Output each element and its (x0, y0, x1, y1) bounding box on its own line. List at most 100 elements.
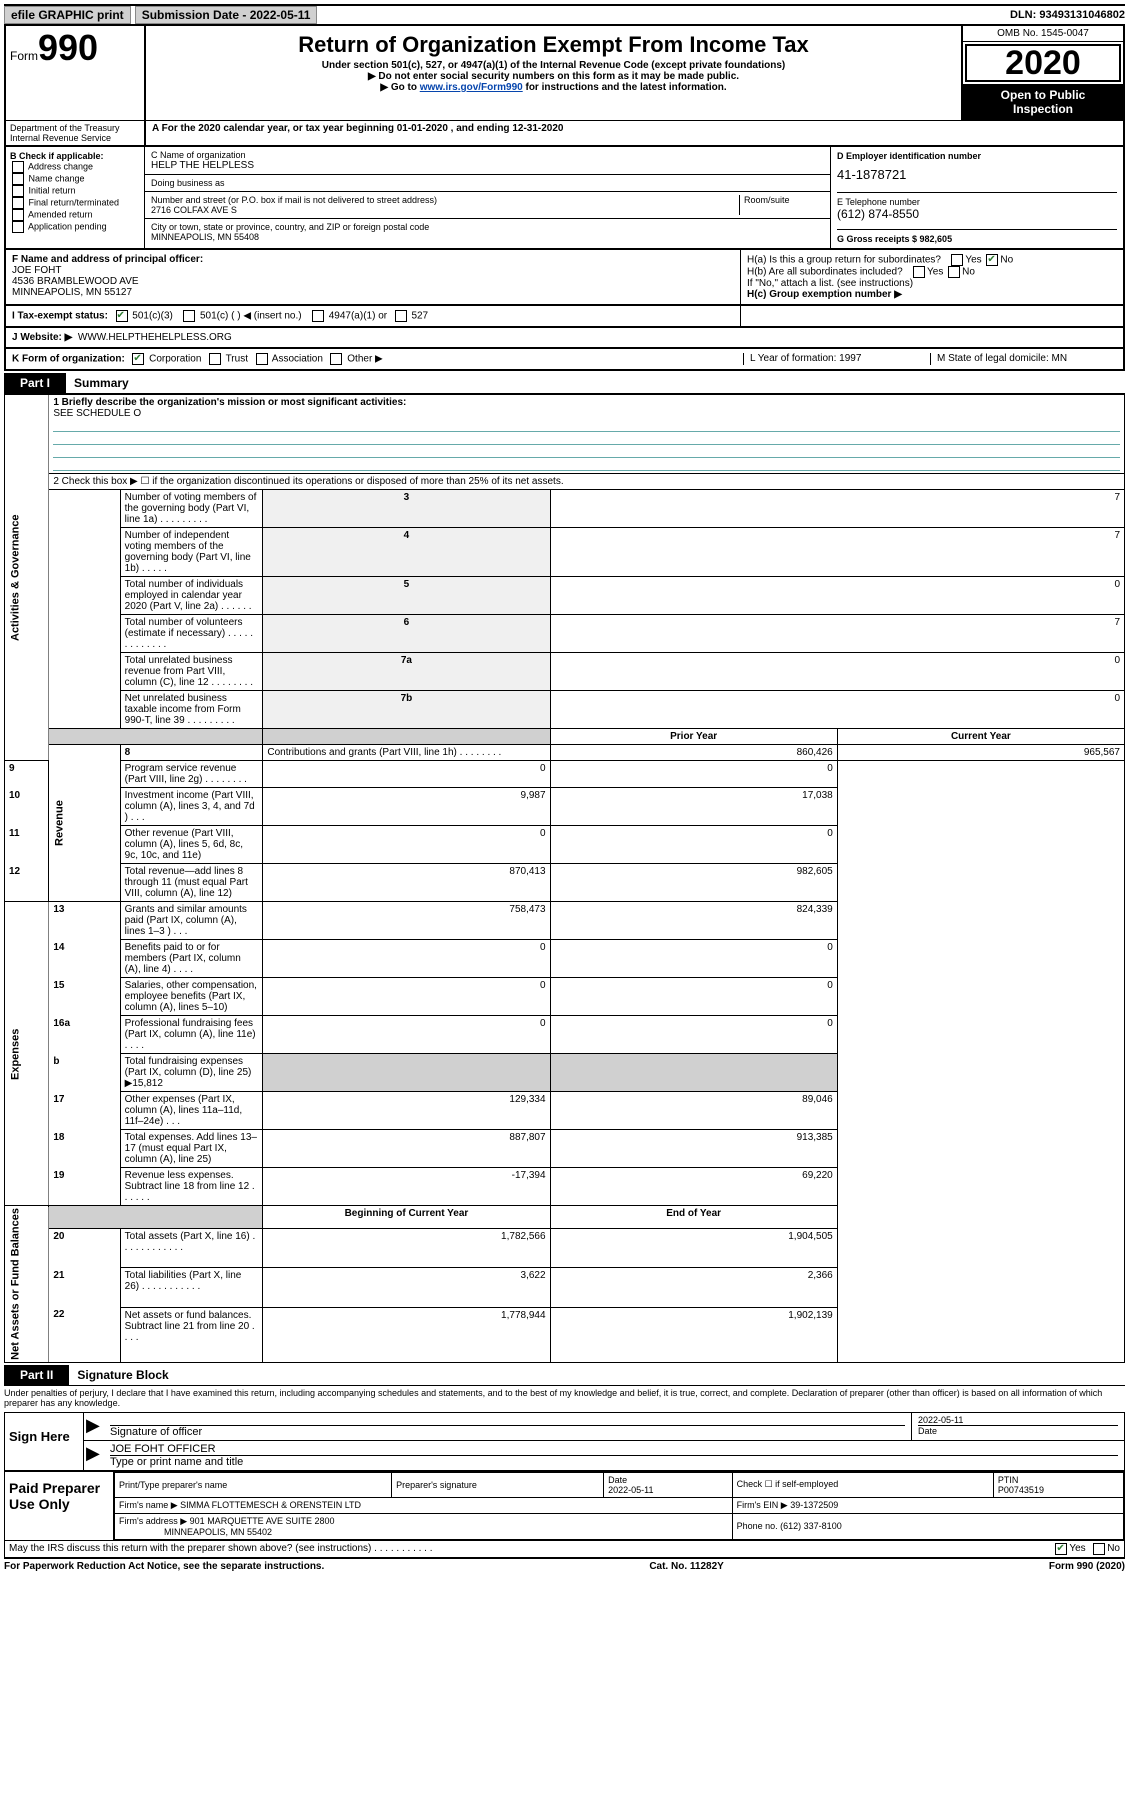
prep-h-ptin: PTIN (998, 1475, 1019, 1485)
row-11-c: 0 (550, 826, 837, 864)
row-14-c: 0 (550, 940, 837, 978)
opt-initial-return: Initial return (29, 185, 76, 195)
addr-cell: Number and street (or P.O. box if mail i… (145, 192, 830, 219)
entity-block: B Check if applicable: Address change Na… (4, 147, 1125, 250)
dba-cell: Doing business as (145, 175, 830, 192)
prep-label: Paid Preparer Use Only (5, 1472, 114, 1540)
cb-name-change[interactable] (12, 173, 24, 185)
irs-label: Internal Revenue Service (10, 133, 140, 143)
discuss-no[interactable] (1093, 1543, 1105, 1555)
row-20-desc: Total assets (Part X, line 16) . . . . .… (120, 1229, 263, 1268)
omb-label: OMB No. 1545-0047 (963, 26, 1123, 42)
cb-address-change[interactable] (12, 161, 24, 173)
addr-label: Number and street (or P.O. box if mail i… (151, 195, 437, 205)
hc-label: H(c) Group exemption number ▶ (747, 289, 902, 300)
row-21-desc: Total liabilities (Part X, line 26) . . … (120, 1268, 263, 1307)
header-prior-curr: Prior YearCurrent Year (5, 729, 1125, 745)
col-prior: Prior Year (550, 729, 837, 745)
firm-name: SIMMA FLOTTEMESCH & ORENSTEIN LTD (180, 1500, 361, 1510)
row-7a-desc: Total unrelated business revenue from Pa… (120, 653, 263, 691)
discuss-yes[interactable] (1055, 1543, 1067, 1555)
row-22-desc: Net assets or fund balances. Subtract li… (120, 1307, 263, 1362)
section-c: C Name of organization HELP THE HELPLESS… (145, 147, 831, 248)
row-16a-desc: Professional fundraising fees (Part IX, … (120, 1016, 263, 1054)
cb-527[interactable] (395, 310, 407, 322)
prep-h-date: Date (608, 1475, 627, 1485)
a-tax-year-line: A For the 2020 calendar year, or tax yea… (146, 121, 1123, 145)
cb-assoc[interactable] (256, 353, 268, 365)
footer: For Paperwork Reduction Act Notice, see … (4, 1558, 1125, 1574)
cb-501c[interactable] (183, 310, 195, 322)
open-public-badge: Open to Public Inspection (963, 84, 1123, 120)
part1-title: Summary (66, 373, 1125, 394)
row-12-c: 982,605 (550, 864, 837, 902)
efile-btn[interactable]: efile GRAPHIC print (4, 6, 131, 24)
row-6: Total number of volunteers (estimate if … (5, 615, 1125, 653)
row-18-p: 887,807 (263, 1130, 550, 1168)
col-begin: Beginning of Current Year (263, 1206, 550, 1229)
row-19-p: -17,394 (263, 1168, 550, 1206)
row-3-key: 3 (263, 490, 550, 528)
row-13-p: 758,473 (263, 902, 550, 940)
ha-yes[interactable] (951, 254, 963, 266)
sign-here-label: Sign Here (5, 1413, 84, 1470)
prep-phone: (612) 337-8100 (780, 1521, 842, 1531)
hb-no[interactable] (948, 266, 960, 278)
row-13-c: 824,339 (550, 902, 837, 940)
ha-no[interactable] (986, 254, 998, 266)
row-22-p: 1,778,944 (263, 1307, 550, 1362)
tax-year: 2020 (965, 44, 1121, 82)
row-19-desc: Revenue less expenses. Subtract line 18 … (120, 1168, 263, 1206)
cb-other[interactable] (330, 353, 342, 365)
cb-amended-return[interactable] (12, 209, 24, 221)
firm-ein-label: Firm's EIN ▶ (737, 1500, 788, 1510)
row-7a-key: 7a (263, 653, 550, 691)
dba-label: Doing business as (151, 178, 225, 188)
prep-h-sig: Preparer's signature (392, 1472, 604, 1497)
form-title: Return of Organization Exempt From Incom… (154, 32, 953, 58)
row-9-desc: Program service revenue (Part VIII, line… (120, 761, 263, 788)
row-11-p: 0 (263, 826, 550, 864)
cb-initial-return[interactable] (12, 185, 24, 197)
row-14-p: 0 (263, 940, 550, 978)
opt-app-pending: Application pending (28, 221, 107, 231)
firm-ein: 39-1372509 (790, 1500, 838, 1510)
cb-corp[interactable] (132, 353, 144, 365)
row-9-c: 0 (550, 761, 837, 788)
section-h: H(a) Is this a group return for subordin… (741, 250, 1123, 304)
row-4-val: 7 (550, 528, 1124, 577)
hb-yes[interactable] (913, 266, 925, 278)
ein-label: D Employer identification number (837, 151, 981, 161)
row-16a-c: 0 (550, 1016, 837, 1054)
submission-btn[interactable]: Submission Date - 2022-05-11 (135, 6, 318, 24)
cb-app-pending[interactable] (12, 221, 24, 233)
i-opt2: 501(c) ( ) ◀ (insert no.) (200, 311, 302, 322)
form-header: Form990 Return of Organization Exempt Fr… (4, 24, 1125, 120)
row-20-c: 1,904,505 (550, 1229, 837, 1268)
cb-trust[interactable] (209, 353, 221, 365)
section-i: I Tax-exempt status: 501(c)(3) 501(c) ( … (6, 306, 741, 326)
part2-title: Signature Block (69, 1365, 1125, 1386)
cb-4947[interactable] (312, 310, 324, 322)
penalties-text: Under penalties of perjury, I declare th… (4, 1386, 1125, 1410)
opt-address-change: Address change (28, 161, 93, 171)
irs-link[interactable]: www.irs.gov/Form990 (420, 82, 523, 93)
row-22-c: 1,902,139 (550, 1307, 837, 1362)
hb-note: If "No," attach a list. (see instruction… (747, 278, 1117, 289)
sign-block: Sign Here ▶ Signature of officer 2022-05… (4, 1412, 1125, 1471)
section-b-label: B Check if applicable: (10, 151, 104, 161)
part2-tab: Part II (4, 1365, 69, 1386)
section-f: F Name and address of principal officer:… (6, 250, 741, 304)
gross-receipts: G Gross receipts $ 982,605 (837, 234, 952, 244)
cb-final-return[interactable] (12, 197, 24, 209)
open-public-l2: Inspection (967, 102, 1119, 116)
cb-501c3[interactable] (116, 310, 128, 322)
addr-value: 2716 COLFAX AVE S (151, 205, 237, 215)
phone-value: (612) 874-8550 (837, 207, 919, 221)
form-number: 990 (38, 27, 98, 68)
dln-text: DLN: 93493131046802 (1010, 9, 1125, 21)
row-4-desc: Number of independent voting members of … (120, 528, 263, 577)
i-opt4: 527 (411, 311, 428, 322)
city-value: MINNEAPOLIS, MN 55408 (151, 232, 259, 242)
side-rev: Revenue (49, 745, 120, 902)
